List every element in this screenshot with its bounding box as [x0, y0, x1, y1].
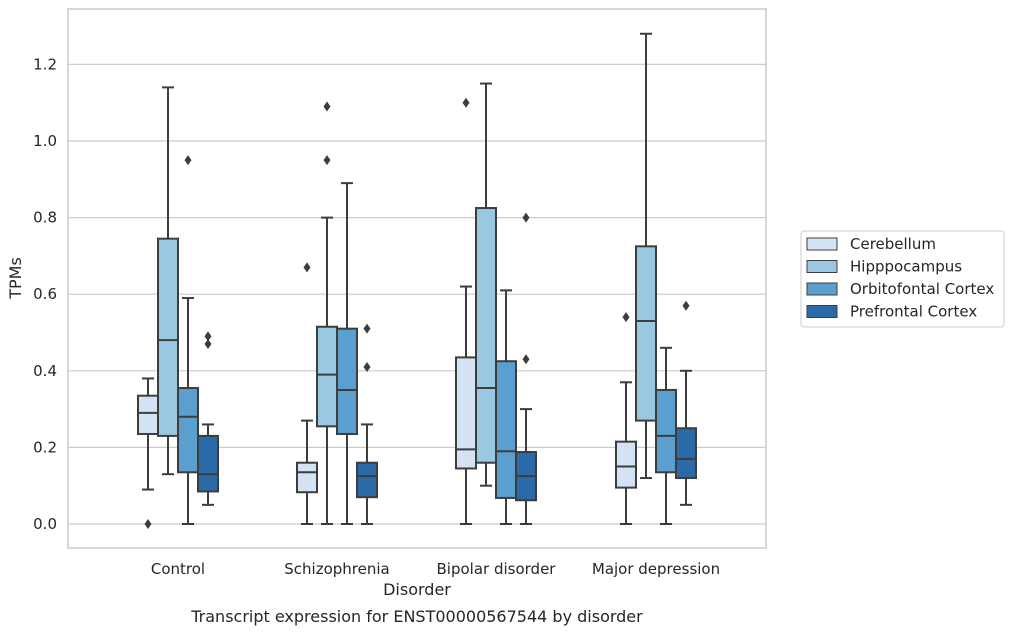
legend-label: Prefrontal Cortex [850, 303, 977, 321]
box [296, 262, 318, 525]
x-tick-label: Major depression [592, 560, 720, 578]
box-body [495, 360, 517, 499]
x-tick-label: Control [151, 560, 205, 578]
outlier-point [144, 519, 152, 529]
legend-swatch [806, 305, 838, 318]
outlier-point [363, 361, 371, 372]
category-group [615, 32, 697, 525]
box-body [455, 356, 477, 470]
box [455, 97, 477, 525]
legend-label: Cerebellum [850, 235, 936, 253]
box [316, 101, 338, 525]
outlier-point [204, 331, 212, 342]
category-group [296, 101, 378, 525]
legend-swatch [806, 282, 838, 296]
legend: Cerebellum Hipppocampus Orbitofontal Corte… [800, 230, 1005, 328]
outlier-point [522, 212, 530, 223]
legend-label: Hipppocampus [850, 258, 962, 276]
x-tick-label: Bipolar disorder [437, 560, 557, 578]
box-body [655, 388, 677, 474]
outlier-point [184, 155, 192, 166]
outlier-point [522, 354, 530, 365]
box-body [475, 207, 497, 464]
box-groups [137, 32, 697, 529]
y-tick-label: 0.4 [33, 362, 57, 380]
legend-item: Orbitofontal Cortex [806, 280, 994, 298]
box-body [675, 427, 697, 480]
y-tick-label: 1.2 [33, 55, 57, 73]
box [475, 82, 497, 487]
box-body [177, 387, 199, 474]
box [515, 212, 537, 525]
box-body [296, 461, 318, 494]
box-body [615, 440, 637, 489]
box-body [635, 245, 657, 422]
box [635, 32, 657, 480]
category-group [455, 82, 537, 525]
box-body [336, 327, 358, 435]
outlier-point [682, 300, 690, 311]
y-axis-title: TPMs [6, 257, 25, 300]
x-tick-labels: Control Schizophrenia Bipolar disorder Majo… [151, 560, 720, 578]
legend-item: Cerebellum [806, 235, 936, 253]
outlier-point [323, 155, 331, 166]
box [495, 289, 517, 525]
legend-item: Prefrontal Cortex [806, 303, 977, 321]
legend-frame [800, 230, 1005, 328]
legend-label: Orbitofontal Cortex [850, 280, 994, 298]
chart-caption: Transcript expression for ENST0000056754… [190, 607, 643, 626]
box-body [137, 394, 159, 435]
legend-swatch [806, 237, 838, 251]
box [197, 331, 219, 506]
box-body [157, 237, 179, 437]
box [336, 182, 358, 525]
box-body [316, 325, 338, 428]
outlier-point [204, 338, 212, 349]
legend-items: Cerebellum Hipppocampus Orbitofontal Corte… [806, 235, 994, 321]
y-tick-label: 1.0 [33, 132, 57, 150]
x-axis-title: Disorder [383, 580, 451, 599]
y-tick-labels: 0.0 0.2 0.4 0.6 0.8 1.0 1.2 [33, 55, 57, 533]
box [157, 86, 179, 476]
box [675, 300, 697, 506]
category-group [137, 86, 219, 529]
outlier-point [363, 323, 371, 334]
box-body [356, 461, 378, 499]
outlier-point [303, 262, 311, 273]
legend-item: Hipppocampus [806, 258, 962, 276]
box [177, 155, 199, 525]
box-body [197, 434, 219, 493]
outlier-point [622, 312, 630, 323]
y-tick-label: 0.8 [33, 209, 57, 227]
y-tick-label: 0.0 [33, 515, 57, 533]
y-tick-label: 0.2 [33, 438, 57, 456]
outlier-point [462, 97, 470, 108]
legend-swatch [806, 260, 838, 273]
outlier-point [323, 101, 331, 112]
box [356, 323, 378, 525]
y-tick-label: 0.6 [33, 285, 57, 303]
x-tick-label: Schizophrenia [284, 560, 389, 578]
box [615, 312, 637, 525]
box [655, 346, 677, 525]
